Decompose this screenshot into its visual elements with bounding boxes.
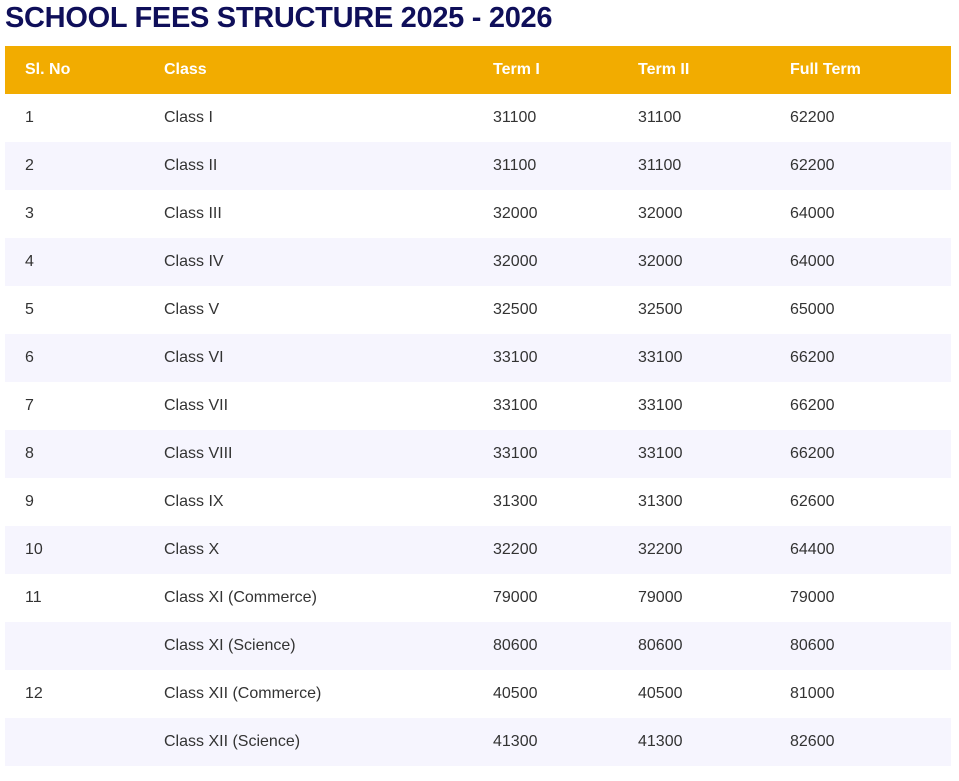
table-cell: 33100 [638,349,683,366]
table-cell: 4 [25,253,34,270]
table-cell: Class V [164,301,220,318]
table-row: Class XII (Science) 41300 41300 82600 [5,718,951,766]
table-cell: 31100 [638,109,682,126]
table-cell: 32000 [638,253,683,270]
table-cell: Class XII (Science) [164,733,301,750]
page-title: SCHOOL FEES STRUCTURE 2025 - 2026 [5,2,553,34]
table-cell: 33100 [638,397,683,414]
table-cell: 32500 [493,301,538,318]
table-cell: 62200 [790,109,835,126]
header-row: Sl. No Class Term I Term II Full Term [5,46,951,94]
table-row: 12 Class XII (Commerce) 40500 40500 81000 [5,670,951,718]
table-cell: Class XI (Commerce) [164,589,317,606]
table-cell: 31300 [493,493,538,510]
table-row: 8 Class VIII 33100 33100 66200 [5,430,951,478]
table-row: 3 Class III 32000 32000 64000 [5,190,951,238]
table-cell: 7 [25,397,34,414]
table-cell: 62200 [790,157,835,174]
table-row: 1 Class I 31100 31100 62200 [5,94,951,142]
table-cell: 33100 [493,349,538,366]
table-cell: 32500 [638,301,683,318]
table-cell: 79000 [638,589,683,606]
table-cell: 31100 [493,109,537,126]
table-cell: 1 [25,109,34,126]
table-cell: 3 [25,205,34,222]
table-cell: 41300 [493,733,538,750]
table-cell: Class X [164,541,220,558]
table-cell: 8 [25,445,34,462]
table-cell: 41300 [638,733,683,750]
table-cell: 32000 [638,205,683,222]
header-cell: Term I [493,61,540,78]
table-cell: Class VI [164,349,224,366]
table-cell: 79000 [493,589,538,606]
table-cell: 11 [25,589,42,606]
table-cell: 64400 [790,541,835,558]
table-cell: 12 [25,685,43,702]
table-cell: Class IV [164,253,224,270]
table-cell: 9 [25,493,34,510]
table-cell: Class VIII [164,445,233,462]
table-cell: 33100 [638,445,683,462]
header-cell: Sl. No [25,61,71,78]
table-cell: 64000 [790,205,835,222]
table-cell: Class XI (Science) [164,637,296,654]
table-row: 10 Class X 32200 32200 64400 [5,526,951,574]
table-cell: 32000 [493,253,538,270]
table-cell: 6 [25,349,34,366]
table-cell: Class I [164,109,213,126]
table-cell: 80600 [638,637,683,654]
table-row: 11 Class XI (Commerce) 79000 79000 79000 [5,574,951,622]
table-cell: 32200 [493,541,538,558]
table-cell: 64000 [790,253,835,270]
table-cell: 40500 [638,685,683,702]
table-cell: Class VII [164,397,229,414]
table-cell: 65000 [790,301,835,318]
table-cell: 5 [25,301,34,318]
table-cell: Class IX [164,493,224,510]
header-cell: Class [164,61,207,78]
table-row: 5 Class V 32500 32500 65000 [5,286,951,334]
table-cell: 32000 [493,205,538,222]
table-cell: 80600 [493,637,538,654]
table-cell: 79000 [790,589,835,606]
table-cell: 81000 [790,685,835,702]
table-cell: 10 [25,541,43,558]
table-cell: 40500 [493,685,538,702]
table-cell: 2 [25,157,34,174]
header-cell: Term II [638,61,690,78]
header-cell: Full Term [790,61,861,78]
fees-table: Sl. No Class Term I Term II Full Term 1 Class … [5,46,951,766]
table-cell: Class II [164,157,218,174]
table-row: 7 Class VII 33100 33100 66200 [5,382,951,430]
table-cell: 80600 [790,637,835,654]
table-row: 6 Class VI 33100 33100 66200 [5,334,951,382]
table-cell: 66200 [790,445,835,462]
table-cell: 62600 [790,493,835,510]
table-cell: 66200 [790,349,835,366]
table-row: 4 Class IV 32000 32000 64000 [5,238,951,286]
table-cell: Class III [164,205,222,222]
table-cell: 31100 [493,157,537,174]
table-row: Class XI (Science) 80600 80600 80600 [5,622,951,670]
table-cell: 33100 [493,445,538,462]
table-cell: 32200 [638,541,683,558]
table-cell: 31100 [638,157,682,174]
table-row: 9 Class IX 31300 31300 62600 [5,478,951,526]
table-cell: 66200 [790,397,835,414]
table-cell: 82600 [790,733,835,750]
table-row: 2 Class II 31100 31100 62200 [5,142,951,190]
table-cell: Class XII (Commerce) [164,685,322,702]
table-cell: 31300 [638,493,683,510]
table-cell: 33100 [493,397,538,414]
